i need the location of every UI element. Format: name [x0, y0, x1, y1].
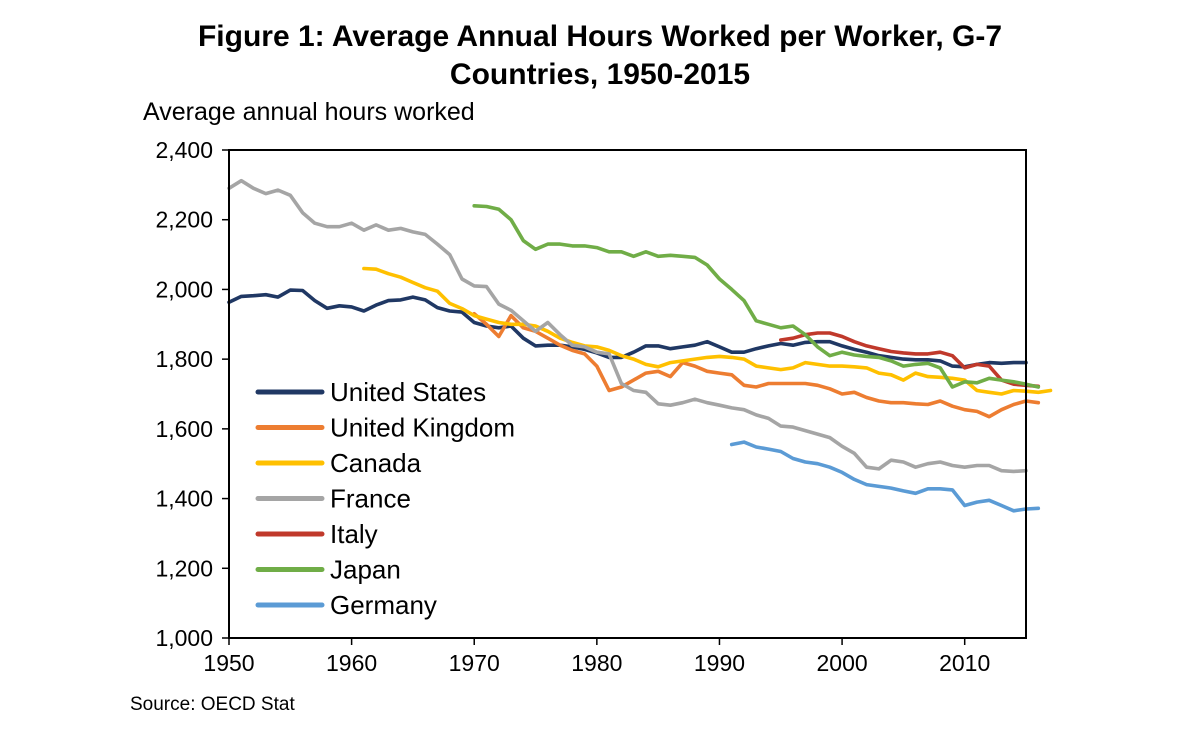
x-tick-label: 1950 — [203, 650, 254, 676]
legend-label-germany: Germany — [330, 590, 437, 620]
source-note: Source: OECD Stat — [130, 694, 295, 715]
legend-label-italy: Italy — [330, 519, 378, 549]
chart-title-line-1: Figure 1: Average Annual Hours Worked pe… — [197, 20, 1003, 53]
legend-label-canada: Canada — [330, 448, 422, 478]
y-tick-label: 2,400 — [155, 137, 213, 163]
y-tick-label: 1,600 — [155, 416, 213, 442]
y-tick-label: 2,000 — [155, 276, 213, 302]
legend-label-united-states: United States — [330, 377, 486, 407]
y-tick-label: 1,400 — [155, 486, 213, 512]
series-line-canada — [362, 266, 1053, 396]
x-tick-label: 1960 — [326, 650, 377, 676]
x-tick-label: 1980 — [571, 650, 622, 676]
series-line-japan — [472, 204, 1041, 389]
series-line-united-states — [227, 288, 1028, 369]
x-tick-label: 1970 — [449, 650, 500, 676]
chart-title-line-2: Countries, 1950-2015 — [449, 58, 751, 91]
y-axis-label: Average annual hours worked — [143, 98, 475, 126]
series-layer — [227, 178, 1053, 513]
series-line-france — [227, 178, 1028, 474]
y-tick-label: 1,800 — [155, 346, 213, 372]
plot-area-border — [228, 149, 1027, 639]
legend-label-united-kingdom: United Kingdom — [330, 413, 515, 443]
x-tick-label: 2010 — [939, 650, 990, 676]
chart-title: Figure 1: Average Annual Hours Worked pe… — [0, 18, 1200, 94]
x-tick-label: 1990 — [694, 650, 745, 676]
legend-label-france: France — [330, 484, 411, 514]
series-line-italy — [778, 331, 1041, 389]
x-tick-label: 2000 — [816, 650, 867, 676]
tick-layer: 1950 1960 1970 1980 1990 2000 2010 1,000 1,200 1,… — [155, 137, 990, 676]
y-tick-label: 1,200 — [155, 555, 213, 581]
series-line-germany — [729, 440, 1041, 513]
y-tick-label: 1,000 — [155, 625, 213, 651]
y-tick-label: 2,200 — [155, 207, 213, 233]
series-line-united-kingdom — [472, 311, 1041, 419]
legend: United States United Kingdom Canada France I… — [255, 377, 515, 620]
legend-label-japan: Japan — [330, 555, 401, 585]
